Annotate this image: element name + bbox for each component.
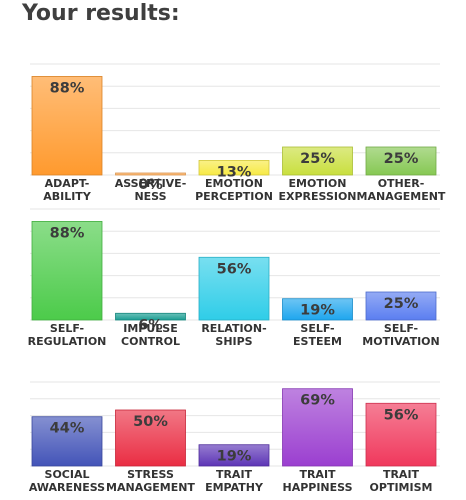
bar [31, 221, 103, 321]
category-label: TRAIT [299, 468, 336, 481]
category-label: RELATION- [201, 322, 266, 335]
category-label: MANAGEMENT [357, 190, 446, 203]
category-label: OPTIMISM [370, 481, 433, 494]
chart-panel-1: 88%ADAPT-ABILITY0%ASSERTIVE-NESS13%EMOTI… [30, 63, 446, 203]
data-label: 19% [300, 303, 335, 319]
data-label: 25% [384, 151, 419, 167]
category-label: ESTEEM [293, 335, 342, 348]
category-label: EMOTION [205, 177, 263, 190]
data-label: 88% [50, 80, 85, 96]
category-label: STRESS [127, 468, 174, 481]
category-label: NESS [134, 190, 166, 203]
data-label: 25% [384, 296, 419, 312]
chart-panel-2: 88%SELF-REGULATION6%IMPULSECONTROL56%REL… [28, 208, 440, 348]
data-label: 19% [217, 449, 252, 465]
category-label: MANAGEMENT [106, 481, 195, 494]
category-label: AWARENESS [29, 481, 105, 494]
data-label: 44% [50, 421, 85, 437]
data-label: 88% [50, 225, 85, 241]
category-label: PERCEPTION [195, 190, 273, 203]
category-label: EMPATHY [205, 481, 264, 494]
bar [115, 409, 186, 467]
category-label: ADAPT- [45, 177, 90, 190]
category-label: REGULATION [28, 335, 107, 348]
bar [282, 146, 353, 176]
category-label: TRAIT [216, 468, 253, 481]
bar [198, 160, 270, 176]
bar [31, 76, 103, 176]
category-label: IMPULSE [123, 322, 177, 335]
category-label: EXPRESSION [278, 190, 356, 203]
bar [115, 172, 186, 176]
category-label: SELF- [300, 322, 334, 335]
category-label: OTHER- [378, 177, 425, 190]
bar [198, 444, 270, 467]
data-label: 25% [300, 151, 335, 167]
bar [115, 312, 186, 321]
category-label: MOTIVATION [362, 335, 439, 348]
data-label: 50% [133, 414, 168, 430]
data-label: 13% [217, 164, 252, 180]
bar [282, 298, 353, 321]
category-label: HAPPINESS [282, 481, 352, 494]
bar [365, 146, 437, 176]
data-label: 56% [384, 407, 419, 423]
category-label: SHIPS [215, 335, 252, 348]
data-label: 69% [300, 393, 335, 409]
bar [31, 416, 103, 467]
category-label: CONTROL [121, 335, 180, 348]
bar [198, 256, 270, 321]
category-label: ABILITY [43, 190, 92, 203]
data-label: 6% [138, 317, 163, 333]
category-label: TRAIT [383, 468, 420, 481]
category-label: ASSERTIVE- [115, 177, 187, 190]
bar [365, 291, 437, 321]
data-label: 56% [217, 261, 252, 277]
bar [282, 388, 353, 467]
category-label: SELF- [384, 322, 418, 335]
bar [365, 402, 437, 467]
category-label: EMOTION [289, 177, 347, 190]
page-title: Your results: [22, 1, 180, 26]
category-label: SELF- [50, 322, 84, 335]
category-label: SOCIAL [45, 468, 90, 481]
data-label: 0% [138, 177, 163, 193]
